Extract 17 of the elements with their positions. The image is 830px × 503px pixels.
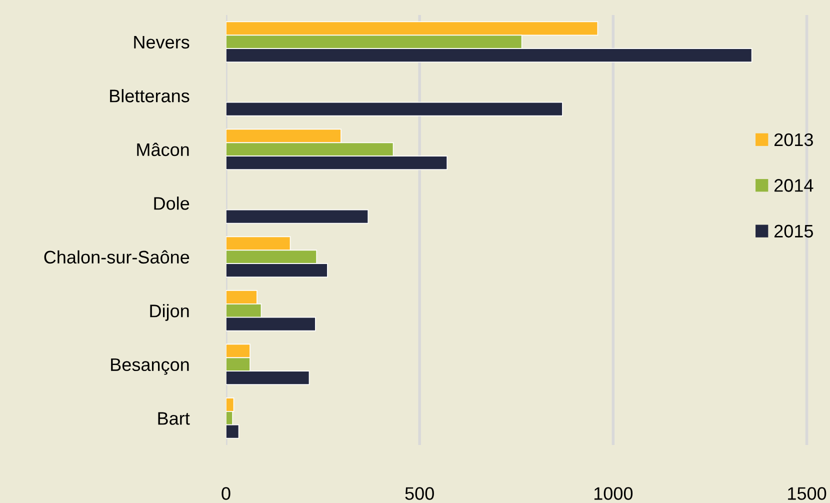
y-tick-label: Dole	[154, 196, 190, 210]
x-tick-label: 1500	[788, 487, 826, 500]
y-tick-label: Dijon	[150, 304, 189, 321]
y-tick-label: Bletterans	[110, 89, 190, 102]
legend-label: 2015	[774, 224, 813, 238]
x-tick-label: 500	[405, 487, 434, 500]
y-tick-label: Chalon-sur-Saône	[44, 250, 190, 264]
y-tick-label: Nevers	[134, 36, 190, 49]
bar	[226, 209, 369, 224]
x-tick-label: 1000	[594, 487, 633, 500]
y-tick-label: Mâcon	[137, 142, 189, 156]
bar	[226, 102, 563, 116]
y-tick-label: Bart	[158, 412, 190, 425]
y-tick-label: Besançon	[111, 358, 189, 375]
x-tick-label: 0	[222, 487, 230, 500]
legend-label: 2014	[774, 179, 814, 192]
legend-label: 2013	[774, 133, 813, 146]
